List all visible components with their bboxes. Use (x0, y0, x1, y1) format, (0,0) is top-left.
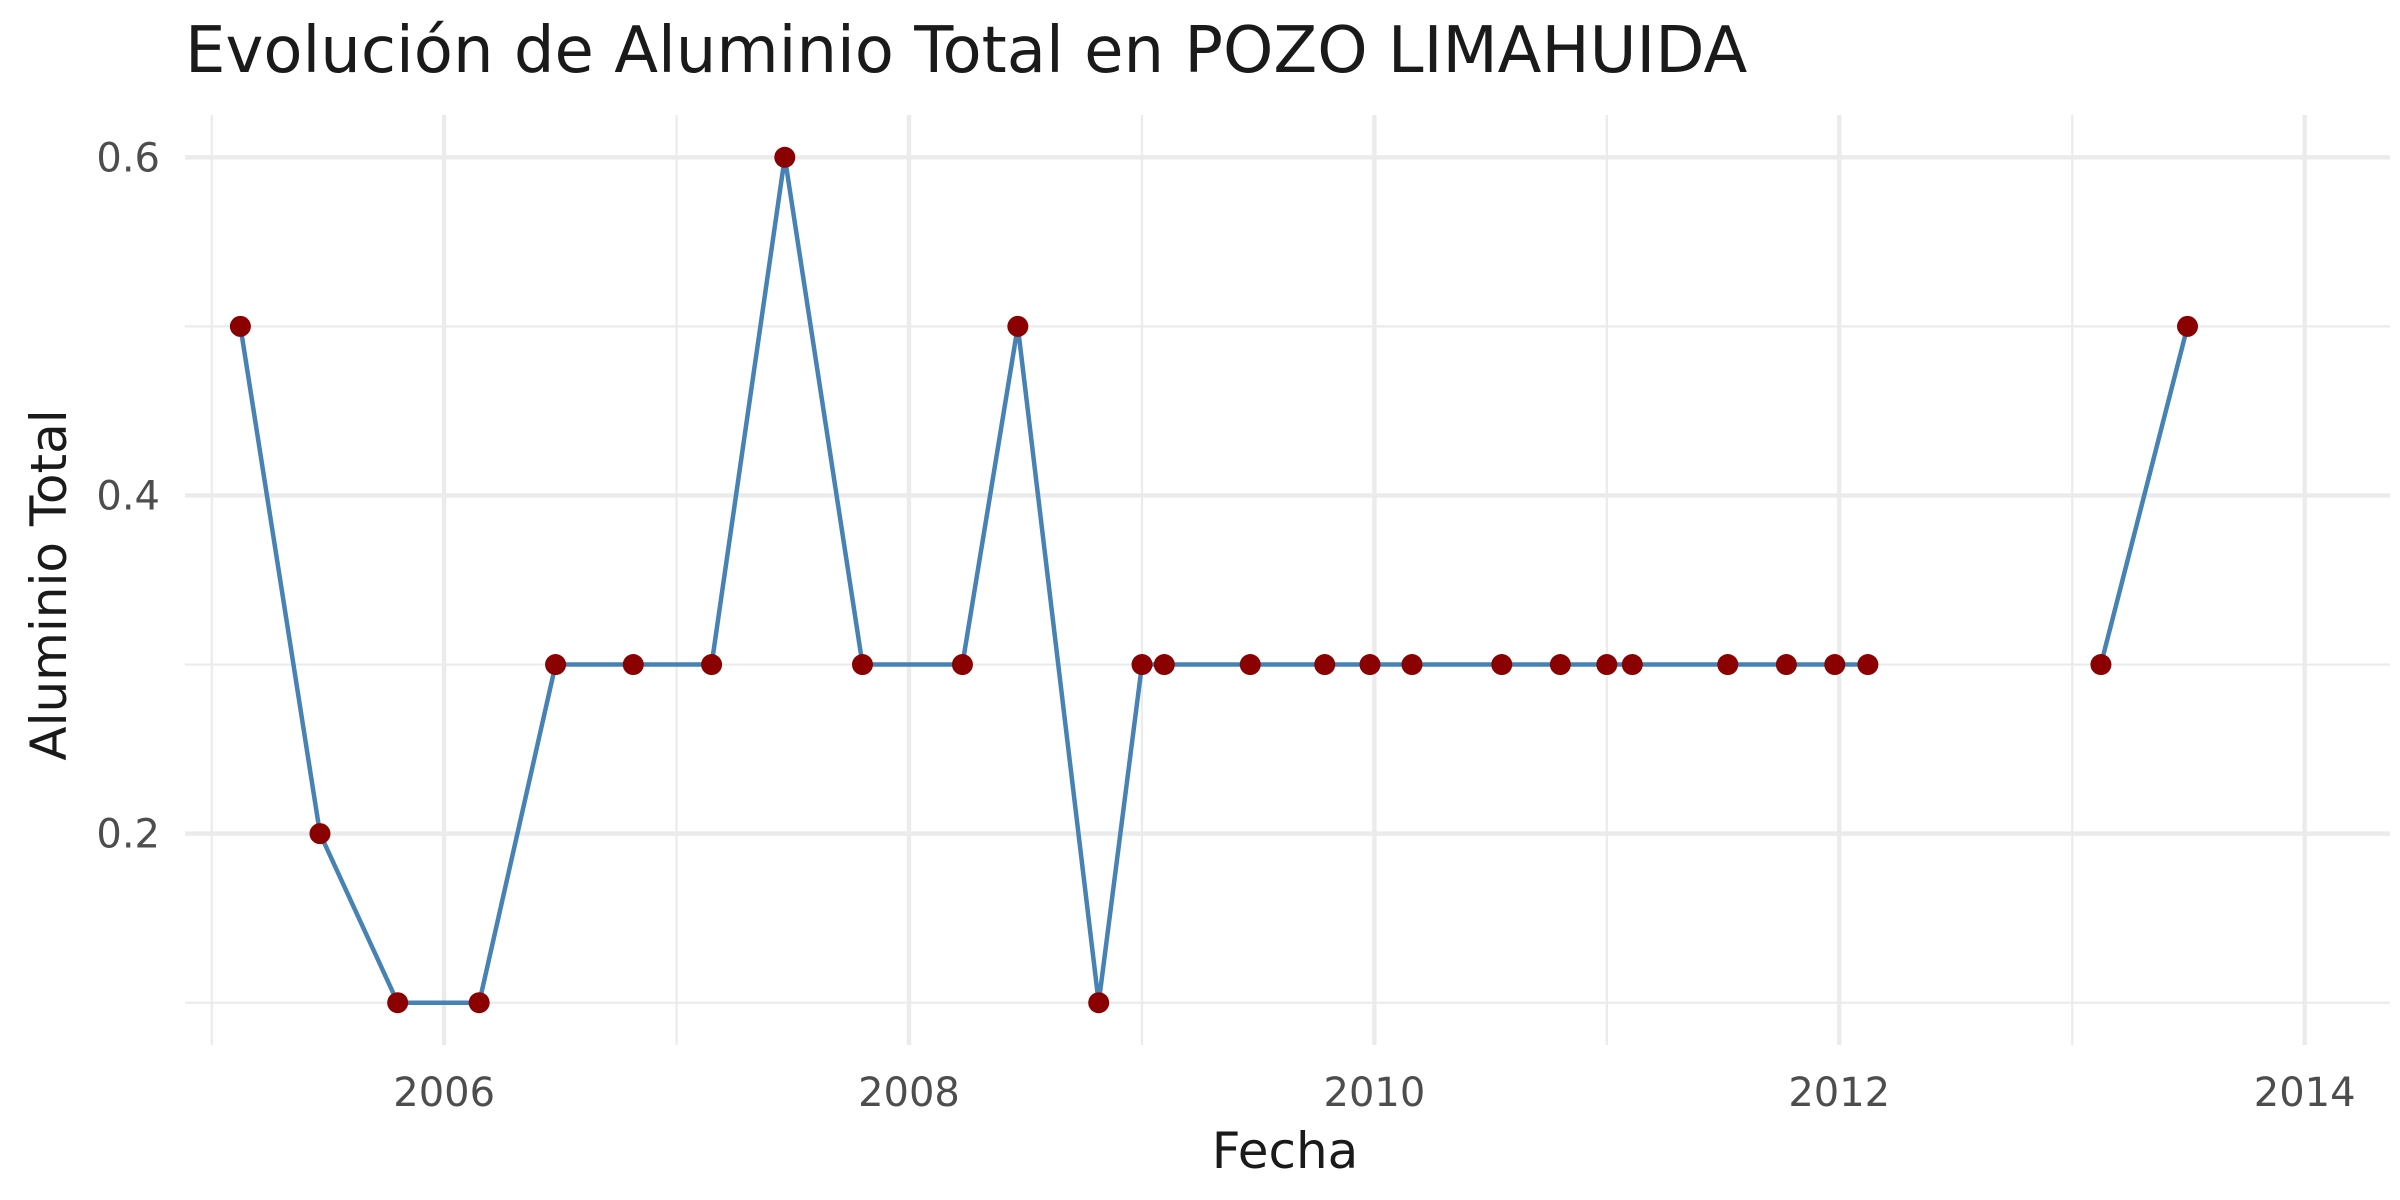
data-point (1007, 315, 1029, 337)
y-axis-tick-labels: 0.2 0.4 0.6 (96, 135, 160, 857)
x-tick-label: 2012 (1788, 1070, 1890, 1116)
data-point (774, 146, 796, 168)
data-point (1621, 654, 1643, 676)
data-point (468, 992, 490, 1014)
minor-gridlines (185, 115, 2390, 1045)
data-point (1596, 654, 1618, 676)
data-point (701, 654, 723, 676)
data-points (229, 146, 2199, 1014)
y-tick-label: 0.4 (96, 473, 160, 519)
data-point (1824, 654, 1846, 676)
x-tick-label: 2014 (2254, 1070, 2356, 1116)
major-gridlines (185, 115, 2390, 1045)
data-point (1314, 654, 1336, 676)
data-point (1401, 654, 1423, 676)
data-point (1775, 654, 1797, 676)
x-tick-label: 2008 (858, 1070, 960, 1116)
x-tick-label: 2006 (393, 1070, 495, 1116)
data-point (2177, 315, 2199, 337)
data-point (1717, 654, 1739, 676)
x-axis-title: Fecha (1212, 1122, 1359, 1180)
data-point (309, 823, 331, 845)
data-point (1239, 654, 1261, 676)
data-point (1131, 654, 1153, 676)
data-point (851, 654, 873, 676)
data-point (622, 654, 644, 676)
data-point (1857, 654, 1879, 676)
data-point (229, 315, 251, 337)
series-line-segment (238, 155, 1868, 1005)
y-axis-title: Aluminio Total (20, 409, 78, 760)
y-tick-label: 0.2 (96, 812, 160, 858)
x-axis-tick-labels: 2006 2008 2010 2012 2014 (393, 1070, 2355, 1116)
data-point (1491, 654, 1513, 676)
data-point (2090, 654, 2112, 676)
data-point (387, 992, 409, 1014)
data-point (1088, 992, 1110, 1014)
series-line-segment (2098, 325, 2190, 666)
data-point (1359, 654, 1381, 676)
chart-title: Evolución de Aluminio Total en POZO LIMA… (185, 14, 1748, 88)
data-point (1549, 654, 1571, 676)
x-tick-label: 2010 (1324, 1070, 1426, 1116)
data-point (951, 654, 973, 676)
y-tick-label: 0.6 (96, 135, 160, 181)
series-lines (238, 155, 2190, 1005)
data-point (1153, 654, 1175, 676)
data-point (545, 654, 567, 676)
